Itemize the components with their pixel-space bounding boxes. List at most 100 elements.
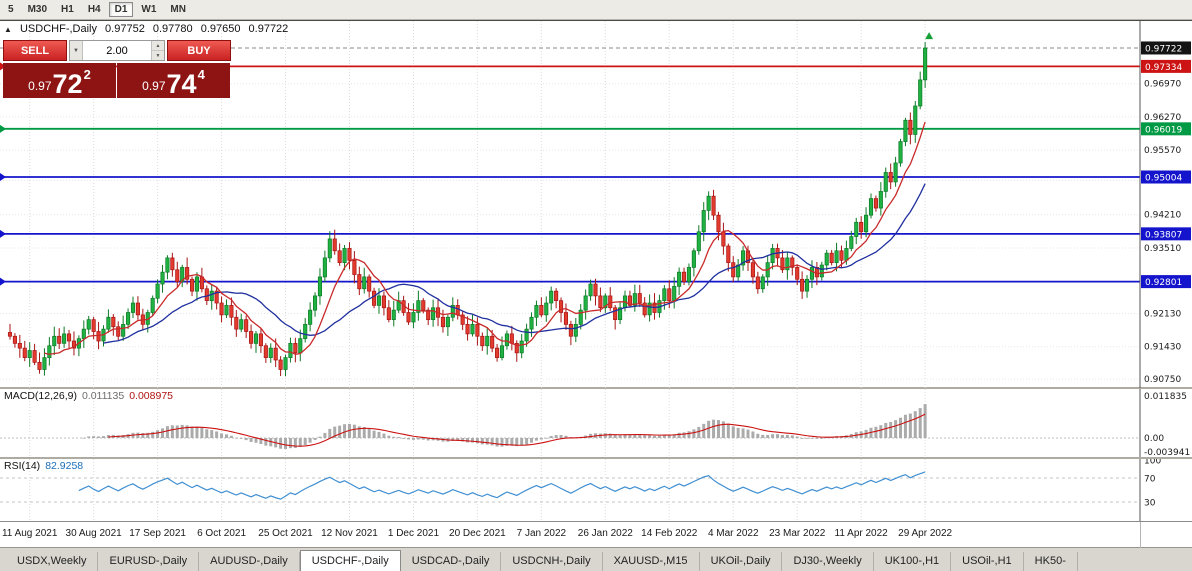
time-axis-label: 29 Apr 2022 [898,528,953,539]
chart-tab-usoil-h1[interactable]: USOil-,H1 [951,552,1024,571]
buy-price-panel[interactable]: 0.97 74 4 [117,63,230,98]
time-axis-label: 12 Nov 2021 [321,528,378,539]
level-left-marker [0,277,6,286]
price-axis-tick: 0.91430 [1144,343,1181,353]
period-button-h4[interactable]: H4 [87,4,101,15]
time-axis[interactable]: 11 Aug 2021 30 Aug 2021 17 Sep 2021 6 Oct 2… [0,521,1192,548]
chart-tab-usdcnh-daily[interactable]: USDCNH-,Daily [501,552,603,571]
rsi-axis-tick: 70 [1144,475,1156,485]
buy-price-big: 74 [166,68,197,99]
macd-canvas[interactable]: 0.011835 0.00 -0.003941 [0,389,1192,457]
price-axis-badge [1141,122,1191,136]
chart-tab-xauusd-m15[interactable]: XAUUSD-,M15 [603,552,700,571]
ohlc-high: 0.97780 [152,23,193,35]
chart-tab-uk100-h1[interactable]: UK100-,H1 [874,552,952,571]
price-axis-badge-label: 0.95004 [1145,174,1182,184]
chart-tab-bar: USDX,Weekly EURUSD-,Daily AUDUSD-,Daily USD… [0,547,1192,571]
ohlc-open: 0.97752 [105,23,145,35]
rsi-indicator-pane: 100 70 30 RSI(14) 82.9258 [0,459,1192,521]
volume-spinner[interactable]: ▼ 2.00 ▲ ▼ [69,40,165,61]
macd-signal-value: 0.008975 [129,390,173,402]
chart-tab-audusd-daily[interactable]: AUDUSD-,Daily [199,552,300,571]
price-axis-badge-label: 0.92801 [1145,278,1182,288]
volume-steppers[interactable]: ▲ ▼ [151,41,164,60]
sell-button[interactable]: SELL [3,40,67,61]
time-axis-label: 11 Aug 2021 [1,528,58,539]
rsi-header: RSI(14) 82.9258 [4,460,83,472]
chart-tab-dj30-weekly[interactable]: DJ30-,Weekly [782,552,874,571]
time-axis-label: 1 Dec 2021 [387,528,440,539]
macd-header: MACD(12,26,9) 0.011135 0.008975 [4,390,173,402]
ohlc-low: 0.97650 [200,23,241,35]
macd-label: MACD(12,26,9) [4,390,77,402]
volume-down-icon[interactable]: ▼ [152,51,164,60]
time-axis-label: 6 Oct 2021 [197,528,246,539]
buy-price-prefix: 0.97 [142,79,166,93]
volume-up-icon[interactable]: ▲ [152,41,164,51]
price-axis-badge-label: 0.93807 [1145,230,1182,240]
price-axis-badge-label: 0.97334 [1145,63,1182,73]
rsi-canvas[interactable]: 100 70 30 [0,459,1192,521]
sell-price-prefix: 0.97 [28,79,52,93]
level-left-marker [0,124,6,133]
pane-splitter[interactable] [0,387,1192,389]
buy-price-pip: 4 [197,67,205,82]
period-button-mn[interactable]: MN [170,4,186,15]
volume-dropdown-icon[interactable]: ▼ [70,41,83,60]
macd-axis-tick: 0.011835 [1144,392,1187,402]
rsi-axis-tick: 100 [1144,459,1161,467]
chart-tab-usdchf-daily[interactable]: USDCHF-,Daily [299,550,401,571]
buy-button[interactable]: BUY [167,40,231,61]
macd-histogram [82,404,927,449]
chart-ohlc-header: ▲ USDCHF-,Daily 0.97752 0.97780 0.97650 … [4,23,293,35]
pane-splitter[interactable] [0,457,1192,459]
main-chart-pane: 0.969700.962700.955700.949300.942100.935… [0,20,1192,388]
macd-axis-tick: 0.00 [1144,434,1164,444]
sell-price-pip: 2 [83,67,91,82]
chart-tab-usdcad-daily[interactable]: USDCAD-,Daily [401,552,502,571]
price-axis-tick: 0.96270 [1144,113,1181,123]
period-button-m30[interactable]: M30 [27,4,48,15]
period-button-d1[interactable]: D1 [108,2,134,17]
candles-layer [7,42,928,377]
macd-axis-tick: -0.003941 [1144,448,1190,457]
time-axis-label: 11 Apr 2022 [834,528,888,539]
price-axis-tick: 0.92130 [1144,309,1181,319]
price-axis-badge-label: 0.97722 [1145,44,1182,54]
sell-price-panel[interactable]: 0.97 72 2 [3,63,116,98]
symbol-marker-icon: ▲ [4,25,12,34]
rsi-label: RSI(14) [4,460,41,472]
chart-tab-hk50-[interactable]: HK50- [1024,552,1078,571]
time-axis-label: 17 Sep 2021 [129,528,186,539]
rsi-value: 82.9258 [45,460,84,472]
period-toolbar: 5 M30 H1 H4 D1 W1 MN [0,0,1192,20]
time-axis-label: 14 Feb 2022 [641,528,698,539]
price-axis-badge [1141,41,1191,55]
period-button-h1[interactable]: H1 [61,4,74,15]
chart-tab-usdx-weekly[interactable]: USDX,Weekly [6,552,99,571]
price-axis-badge [1141,227,1191,241]
ohlc-close: 0.97722 [248,23,289,35]
price-axis-tick: 0.95570 [1144,146,1181,156]
chart-tab-eurusd-daily[interactable]: EURUSD-,Daily [98,552,200,571]
time-axis-label: 23 Mar 2022 [769,528,826,539]
price-axis-badge [1141,170,1191,184]
macd-indicator-pane: 0.011835 0.00 -0.003941 MACD(12,26,9) 0.011… [0,389,1192,457]
macd-main-value: 0.011135 [81,390,125,402]
sell-price-big: 72 [52,68,83,99]
time-axis-label: 4 Mar 2022 [707,528,759,539]
period-button-5[interactable]: 5 [8,4,14,15]
time-axis-label: 25 Oct 2021 [258,528,313,539]
price-axis-badge-label: 0.96019 [1145,125,1182,135]
macd-signal-line [108,413,926,447]
period-button-w1[interactable]: W1 [141,4,157,15]
chart-tab-ukoil-daily[interactable]: UKOil-,Daily [700,552,783,571]
price-axis-tick: 0.96970 [1144,80,1181,90]
chart-window: 0.969700.962700.955700.949300.942100.935… [0,20,1192,548]
chart-symbol-label: USDCHF-,Daily [19,23,97,35]
rsi-line [78,471,926,500]
price-peak-arrow-icon [925,32,934,40]
price-axis-badge [1141,59,1191,73]
time-axis-label: 20 Dec 2021 [449,528,506,539]
volume-value[interactable]: 2.00 [106,44,128,57]
